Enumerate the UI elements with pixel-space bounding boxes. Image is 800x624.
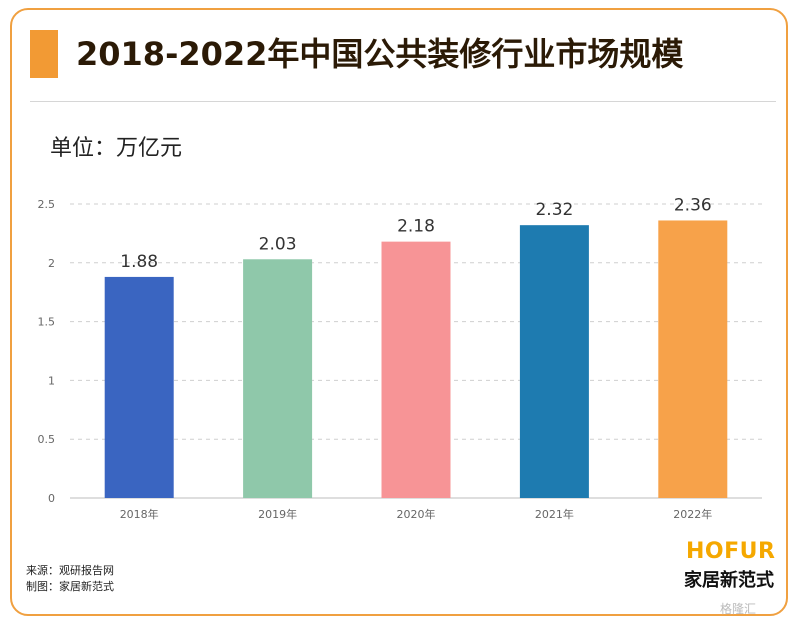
x-tick-label: 2021年	[535, 507, 574, 521]
x-tick-label: 2019年	[258, 507, 297, 521]
y-tick-label: 2	[48, 257, 55, 270]
brand-logo-en: HOFUR	[686, 539, 776, 564]
bar-value-label: 2.36	[674, 195, 712, 215]
bar-value-label: 1.88	[120, 252, 158, 272]
x-tick-label: 2018年	[120, 507, 159, 521]
credit-note: 制图：家居新范式	[26, 580, 114, 593]
y-tick-label: 1	[48, 374, 55, 387]
unit-label: 单位：万亿元	[50, 136, 183, 161]
y-tick-label: 0	[48, 492, 55, 505]
bar-value-label: 2.03	[259, 234, 297, 254]
watermark: 格隆汇	[720, 602, 757, 616]
x-tick-label: 2020年	[397, 507, 436, 521]
page-title: 2018-2022年中国公共装修行业市场规模	[76, 35, 684, 73]
title-divider	[30, 101, 776, 102]
y-tick-label: 2.5	[38, 198, 56, 211]
bar-value-label: 2.32	[535, 200, 573, 220]
bar	[243, 259, 313, 498]
x-tick-label: 2022年	[673, 507, 712, 521]
title-accent-bar	[30, 30, 58, 78]
brand-logo-cn: 家居新范式	[684, 570, 774, 591]
source-note: 来源：观研报告网	[26, 564, 114, 577]
y-tick-label: 1.5	[38, 316, 56, 329]
y-tick-label: 0.5	[38, 433, 56, 446]
bar	[519, 225, 589, 498]
bar-value-label: 2.18	[397, 217, 435, 237]
bar	[658, 220, 728, 499]
bar	[104, 276, 174, 498]
bar	[381, 241, 451, 498]
